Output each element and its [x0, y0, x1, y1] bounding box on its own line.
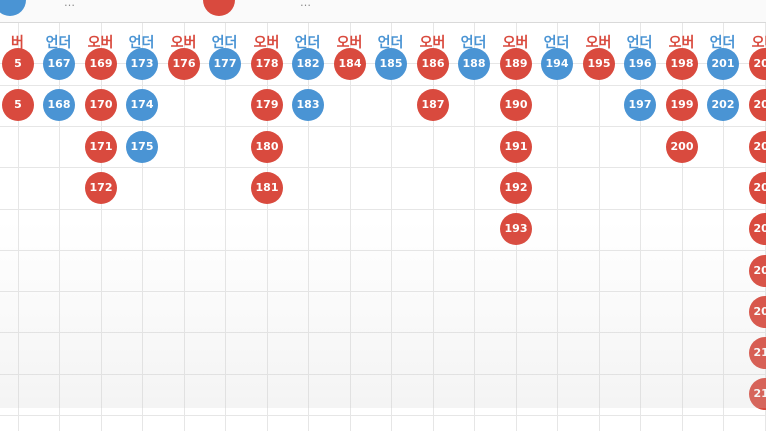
over-result-ball: 181 [251, 172, 283, 204]
under-result-ball: 183 [292, 89, 324, 121]
grid-line-vertical [59, 23, 60, 431]
over-result-ball: 210 [749, 337, 766, 369]
over-result-ball: 199 [666, 89, 698, 121]
over-result-ball: 186 [417, 48, 449, 80]
column-header-over: 오버 [751, 35, 766, 51]
over-result-ball: 5 [2, 89, 34, 121]
over-result-ball: 209 [749, 296, 766, 328]
column-header-under: 언더 [294, 35, 321, 51]
over-result-ball: 200 [666, 131, 698, 163]
grid-line-horizontal [0, 374, 766, 375]
over-legend-dot [203, 0, 235, 16]
grid-line-horizontal [0, 167, 766, 168]
over-result-ball: 192 [500, 172, 532, 204]
under-result-ball: 196 [624, 48, 656, 80]
grid-line-vertical [18, 23, 19, 431]
under-result-ball: 197 [624, 89, 656, 121]
column-header-under: 언더 [45, 35, 72, 51]
over-result-ball: 187 [417, 89, 449, 121]
under-result-ball: 188 [458, 48, 490, 80]
over-result-ball: 171 [85, 131, 117, 163]
legend-bar: … … [0, 0, 766, 23]
over-result-ball: 184 [334, 48, 366, 80]
column-header-over: 오버 [585, 35, 612, 51]
over-result-ball: 189 [500, 48, 532, 80]
column-header-over: 오버 [170, 35, 197, 51]
grid-line-vertical [391, 23, 392, 431]
grid-line-vertical [433, 23, 434, 431]
over-result-ball: 203 [749, 48, 766, 80]
over-result-ball: 211 [749, 378, 766, 410]
grid-line-horizontal [0, 291, 766, 292]
under-result-ball: 202 [707, 89, 739, 121]
under-result-ball: 168 [43, 89, 75, 121]
under-result-ball: 174 [126, 89, 158, 121]
over-result-ball: 207 [749, 213, 766, 245]
over-result-ball: 193 [500, 213, 532, 245]
under-result-ball: 201 [707, 48, 739, 80]
column-header-over: 버 [11, 35, 24, 51]
over-result-ball: 180 [251, 131, 283, 163]
under-result-ball: 173 [126, 48, 158, 80]
grid-line-vertical [682, 23, 683, 431]
over-result-ball: 191 [500, 131, 532, 163]
grid-line-horizontal [0, 415, 766, 416]
column-header-over: 오버 [419, 35, 446, 51]
grid-line-vertical [723, 23, 724, 431]
over-result-ball: 206 [749, 172, 766, 204]
column-header-under: 언더 [460, 35, 487, 51]
over-result-ball: 172 [85, 172, 117, 204]
column-header-under: 언더 [128, 35, 155, 51]
grid-line-vertical [308, 23, 309, 431]
over-under-bead-road-board: 버 5 5 언더 167 168 오버 169 170 171 172 언더 173 174 175 오버 17… [0, 23, 766, 431]
grid-line-vertical [350, 23, 351, 431]
over-result-ball: 204 [749, 89, 766, 121]
grid-line-vertical [142, 23, 143, 431]
grid-line-vertical [267, 23, 268, 431]
over-result-ball: 208 [749, 255, 766, 287]
column-header-under: 언더 [377, 35, 404, 51]
under-legend-dot [0, 0, 26, 16]
over-result-ball: 198 [666, 48, 698, 80]
over-result-ball: 170 [85, 89, 117, 121]
grid-line-vertical [599, 23, 600, 431]
grid-line-horizontal [0, 332, 766, 333]
under-result-ball: 175 [126, 131, 158, 163]
over-result-ball: 5 [2, 48, 34, 80]
under-result-ball: 177 [209, 48, 241, 80]
over-result-ball: 178 [251, 48, 283, 80]
column-header-under: 언더 [709, 35, 736, 51]
column-header-under: 언더 [543, 35, 570, 51]
over-result-ball: 205 [749, 131, 766, 163]
over-result-ball: 190 [500, 89, 532, 121]
under-result-ball: 194 [541, 48, 573, 80]
grid-line-horizontal [0, 126, 766, 127]
grid-line-horizontal [0, 85, 766, 86]
column-header-over: 오버 [502, 35, 529, 51]
column-header-over: 오버 [87, 35, 114, 51]
column-header-over: 오버 [668, 35, 695, 51]
under-result-ball: 182 [292, 48, 324, 80]
grid-line-vertical [474, 23, 475, 431]
column-header-under: 언더 [626, 35, 653, 51]
grid-line-horizontal [0, 209, 766, 210]
under-result-ball: 185 [375, 48, 407, 80]
over-result-ball: 176 [168, 48, 200, 80]
over-result-ball: 169 [85, 48, 117, 80]
grid-line-vertical [101, 23, 102, 431]
over-result-ball: 179 [251, 89, 283, 121]
grid-line-horizontal [0, 250, 766, 251]
over-result-ball: 195 [583, 48, 615, 80]
over-legend-text: … [300, 0, 311, 9]
column-header-over: 오버 [253, 35, 280, 51]
grid-line-vertical [184, 23, 185, 431]
column-header-under: 언더 [211, 35, 238, 51]
grid-line-vertical [225, 23, 226, 431]
under-result-ball: 167 [43, 48, 75, 80]
grid-line-vertical [557, 23, 558, 431]
under-legend-text: … [64, 0, 75, 9]
column-header-over: 오버 [336, 35, 363, 51]
grid-line-vertical [640, 23, 641, 431]
